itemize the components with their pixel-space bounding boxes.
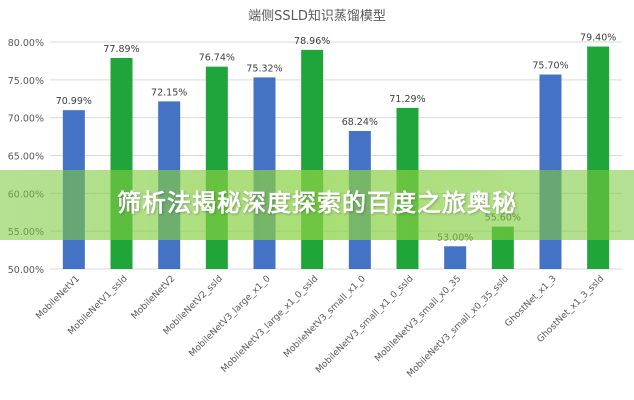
- y-axis: 50.00%55.00%60.00%65.00%70.00%75.00%80.0…: [8, 38, 44, 276]
- data-label: 78.96%: [294, 36, 330, 47]
- data-label: 75.32%: [246, 63, 282, 74]
- y-tick-label: 80.00%: [8, 38, 44, 49]
- data-label: 75.70%: [532, 61, 568, 72]
- data-label: 70.99%: [56, 96, 92, 107]
- y-tick-label: 65.00%: [8, 152, 44, 163]
- banner-text: 筛析法揭秘深度探索的百度之旅奥秘: [117, 189, 517, 217]
- data-label: 76.74%: [199, 53, 235, 64]
- data-label: 79.40%: [580, 33, 616, 44]
- data-label: 71.29%: [389, 94, 425, 105]
- x-tick-label: MobileNetV1: [34, 274, 82, 322]
- data-label: 68.24%: [342, 117, 378, 128]
- chart-title: 端侧SSLD知识蒸馏模型: [248, 8, 386, 24]
- bar-mobilenetv3-small-x0-35: [444, 246, 467, 269]
- data-labels: 70.99% 77.89% 72.15% 76.74% 75.32% 78.96% 68.2…: [56, 33, 617, 244]
- x-tick-label: MobileNetV3_small_x0_35_ssld: [405, 274, 511, 380]
- y-tick-label: 50.00%: [8, 265, 44, 276]
- x-tick-label: MobileNetV2: [130, 274, 178, 322]
- y-tick-label: 70.00%: [8, 114, 44, 125]
- overlay-banner: [0, 170, 634, 240]
- x-tick-label: MobileNetV3_small_x1_0: [282, 274, 368, 360]
- data-label: 72.15%: [151, 87, 187, 98]
- x-tick-label: GhostNet_x1_3: [503, 274, 558, 329]
- data-label: 77.89%: [103, 44, 139, 55]
- x-tick-label: MobileNetV3_small_x0_35: [373, 274, 463, 364]
- x-tick-label: MobileNetV3_small_x1_0_ssld: [314, 274, 416, 376]
- x-tick-label: MobileNetV3_large_x1_0: [188, 274, 273, 359]
- x-tick-label: MobileNetV3_large_x1_0_ssld: [220, 274, 321, 375]
- y-tick-label: 75.00%: [8, 76, 44, 87]
